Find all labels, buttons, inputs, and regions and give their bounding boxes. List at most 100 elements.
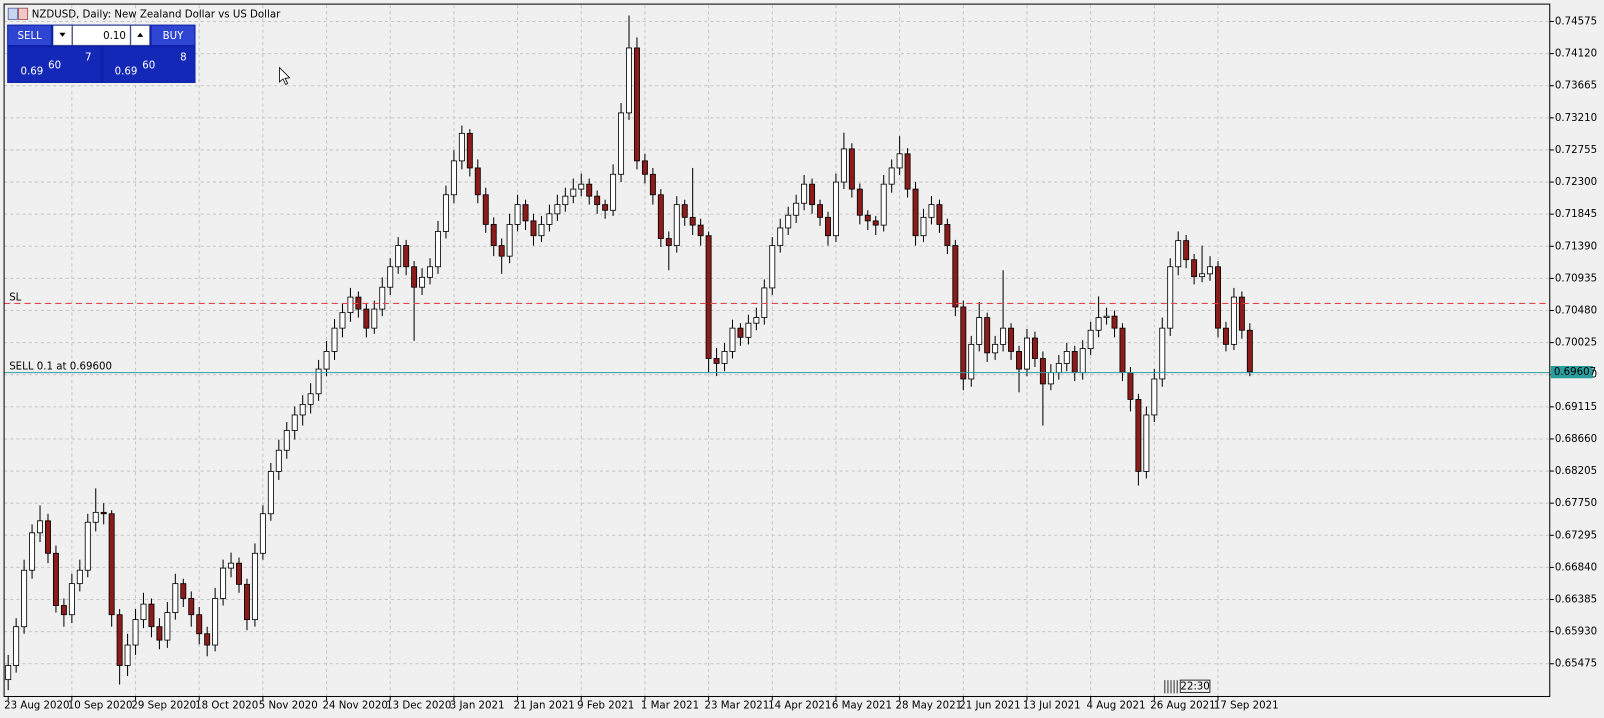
bid-point: 7 [85, 52, 92, 63]
x-tick-label: 13 Dec 2020 [386, 701, 451, 712]
candle-body [1055, 363, 1062, 374]
candle-body [626, 47, 632, 114]
candle-body [920, 216, 927, 237]
candle-body [13, 626, 20, 666]
candle-body [1031, 337, 1038, 359]
candle-body [785, 214, 792, 229]
sell-label[interactable]: SELL [18, 31, 43, 42]
candle-body [100, 511, 107, 515]
candle-body [156, 626, 163, 641]
candle-body [299, 403, 306, 416]
lot-value[interactable]: 0.10 [103, 31, 126, 42]
y-tick-label: 0.69115 [1555, 402, 1597, 413]
candle-body [657, 194, 664, 239]
candle-body [856, 188, 863, 216]
candle-body [960, 306, 967, 380]
marker-time: 22:30 [1180, 682, 1209, 693]
candle-body [339, 312, 346, 329]
x-tick-label: 1 Mar 2021 [641, 701, 699, 712]
candle-body [936, 204, 943, 225]
sell-button[interactable] [8, 25, 52, 46]
candle-body [745, 322, 752, 338]
y-tick-label: 0.66840 [1555, 562, 1597, 573]
current-price-tag [1550, 365, 1593, 379]
candle-body [307, 393, 314, 405]
x-tick-label: 21 Jan 2021 [513, 701, 574, 712]
buy-label[interactable]: BUY [163, 31, 184, 42]
candle-body [180, 583, 187, 599]
bid-box[interactable] [8, 47, 101, 82]
window-title: NZDUSD, Daily: New Zealand Dollar vs US … [32, 9, 281, 20]
candle-body [291, 414, 298, 431]
candle-body [896, 153, 903, 169]
y-tick-label: 0.68205 [1555, 466, 1597, 477]
candle-body [864, 214, 871, 222]
candle-body [259, 513, 266, 554]
ask-pips: 60 [142, 61, 155, 72]
candle-body [1159, 327, 1166, 380]
candle-body [522, 204, 529, 222]
x-tick-label: 21 Jun 2021 [959, 701, 1020, 712]
title-bar: NZDUSD, Daily: New Zealand Dollar vs US … [7, 7, 281, 20]
candle-body [514, 204, 521, 225]
candle-body [538, 223, 545, 237]
x-tick-label: 23 Mar 2021 [705, 701, 770, 712]
y-tick-label: 0.74575 [1555, 16, 1597, 27]
candle-body [403, 245, 410, 268]
lot-input[interactable] [72, 25, 131, 46]
x-tick-label: 9 Feb 2021 [577, 701, 634, 712]
candle-body [474, 167, 481, 196]
candle-body [188, 598, 195, 616]
candle-body [610, 173, 617, 211]
candle-body [769, 245, 776, 289]
candle-body [554, 204, 561, 215]
x-tick-label: 3 Jan 2021 [450, 701, 505, 712]
buy-button[interactable] [151, 25, 195, 46]
y-tick-label: 0.66385 [1555, 595, 1597, 606]
candle-body [1175, 240, 1182, 268]
x-tick-label: 18 Oct 2020 [195, 701, 258, 712]
candle-body [984, 317, 991, 354]
candle-body [673, 204, 680, 246]
candle-body [1024, 337, 1030, 370]
current-price-label: 0.69607 [1554, 367, 1596, 378]
candle-body [1238, 296, 1245, 331]
candle-body [944, 223, 951, 246]
candle-body [1103, 315, 1110, 318]
y-tick-label: 0.70025 [1555, 338, 1597, 349]
candle-body [1008, 327, 1015, 352]
candle-body [220, 567, 227, 599]
candle-body [1071, 351, 1078, 374]
candle-body [236, 562, 242, 585]
ask-point: 8 [180, 52, 187, 63]
y-tick-label: 0.67295 [1555, 530, 1597, 541]
ask-box[interactable] [103, 47, 195, 82]
candle-body [618, 112, 625, 175]
candle-body [840, 148, 847, 183]
candle-body [196, 614, 203, 635]
y-tick-label: 0.71390 [1555, 241, 1597, 252]
candle-body [498, 245, 505, 257]
candle-body [681, 204, 688, 218]
candle-body [832, 181, 839, 237]
candle-body [1135, 399, 1142, 472]
candle-body [172, 583, 179, 613]
candle-body [1199, 273, 1206, 278]
candle-body [777, 227, 784, 246]
bid-pips: 60 [48, 61, 61, 72]
candle-body [634, 47, 640, 162]
candle-body [442, 194, 449, 232]
x-tick-label: 17 Sep 2021 [1214, 701, 1279, 712]
candle-body [1047, 372, 1054, 385]
candle-body [68, 583, 75, 616]
candle-body [968, 343, 975, 380]
x-tick-label: 23 Aug 2020 [4, 701, 69, 712]
candle-body [1167, 266, 1174, 329]
candle-body [713, 358, 720, 364]
candle-body [570, 188, 577, 197]
candle-body [1119, 327, 1126, 374]
candle-body [602, 204, 609, 211]
